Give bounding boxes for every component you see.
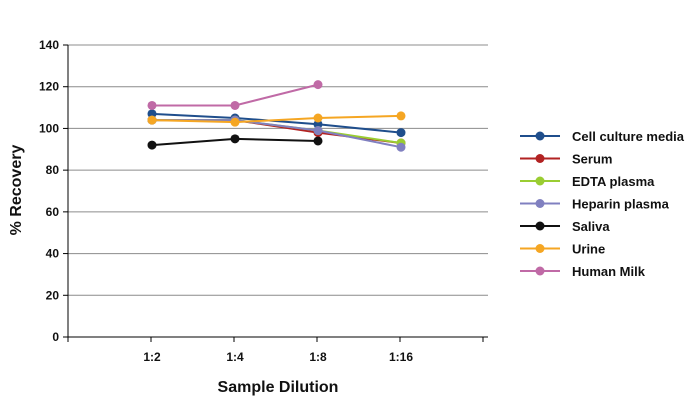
data-point (147, 115, 157, 125)
y-axis-title: % Recovery (8, 145, 25, 236)
axes (63, 44, 488, 342)
y-tick-label: 100 (39, 121, 59, 135)
legend-label: Human Milk (572, 264, 646, 279)
series-line (151, 112, 402, 134)
x-tick-label: 1:8 (309, 350, 327, 364)
legend: Cell culture media Serum EDTA plasma Hepari… (520, 129, 685, 279)
legend-item: Human Milk (520, 264, 646, 279)
y-tick-label: 40 (46, 247, 60, 261)
data-point (313, 126, 323, 136)
series-human-milk (147, 80, 323, 110)
legend-item: Serum (520, 152, 612, 167)
legend-marker (535, 266, 545, 276)
x-tick-label: 1:2 (143, 350, 161, 364)
x-axis-title: Sample Dilution (218, 379, 339, 396)
legend-item: Urine (520, 242, 605, 257)
y-tick-label: 0 (52, 330, 59, 344)
series-cell-culture-media (147, 109, 406, 138)
data-point (147, 109, 157, 119)
y-tick-label: 80 (46, 163, 60, 177)
series-group (147, 80, 406, 152)
legend-item: EDTA plasma (520, 174, 655, 189)
x-tick-label: 1:16 (389, 350, 413, 364)
data-point (313, 80, 323, 90)
legend-item: Cell culture media (520, 129, 685, 144)
legend-marker (535, 131, 545, 141)
y-tick-label: 60 (46, 205, 60, 219)
legend-marker (535, 221, 545, 231)
series-line (152, 119, 402, 149)
x-tick-label: 1:4 (226, 350, 244, 364)
legend-marker (535, 176, 545, 186)
series-saliva (147, 134, 323, 150)
legend-marker (535, 154, 545, 163)
data-point (313, 136, 323, 146)
y-tick-label: 20 (46, 288, 60, 302)
series-urine (147, 111, 406, 127)
tick-labels: 0 20 40 60 80 100 120 140 1:2 1:4 1:8 1:16 (39, 38, 413, 364)
series-line (151, 114, 402, 124)
data-point (147, 100, 157, 110)
legend-item: Heparin plasma (520, 197, 670, 212)
legend-marker (535, 244, 545, 253)
data-point (230, 117, 240, 127)
data-point (396, 128, 406, 138)
legend-item: Saliva (520, 219, 610, 234)
grid-lines (68, 44, 488, 296)
legend-label: Heparin plasma (572, 197, 670, 212)
y-tick-label: 120 (39, 80, 59, 94)
data-point (313, 113, 323, 123)
data-point (396, 142, 406, 152)
legend-label: Cell culture media (572, 129, 685, 144)
legend-label: Serum (572, 152, 612, 167)
data-point (313, 119, 323, 129)
data-point (396, 111, 406, 121)
legend-label: Urine (572, 242, 605, 257)
data-point (147, 140, 157, 150)
y-tick-label: 140 (39, 38, 59, 52)
data-point (230, 134, 240, 144)
legend-marker (535, 199, 545, 208)
data-point (230, 100, 240, 110)
legend-label: Saliva (572, 219, 610, 234)
legend-label: EDTA plasma (572, 174, 655, 189)
